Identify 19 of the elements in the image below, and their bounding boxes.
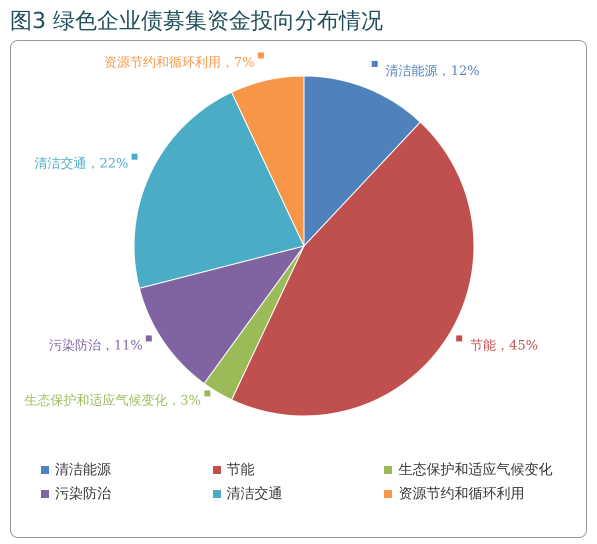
data-label: ，7%: [220, 55, 254, 70]
slice-label: 清洁交通: [34, 156, 87, 172]
data-label: ，45%: [496, 338, 538, 354]
data-label: ，12%: [438, 64, 480, 79]
category-label: 清洁能源: [55, 462, 111, 478]
slice-label: 污染防治: [48, 338, 101, 354]
legend-label: 节能: [470, 338, 496, 354]
data-label: ，22%: [86, 156, 128, 172]
legend-label: 清洁交通: [226, 485, 283, 503]
legend-label: 清洁能源: [386, 64, 438, 79]
slice-label: 资源节约和循环利用: [104, 55, 221, 70]
legend-label: 生态保护和适应气候变化: [398, 461, 552, 479]
category-label: 节能: [226, 462, 255, 478]
chart-title: 图3 绿色企业债募集资金投向分布情况: [9, 8, 384, 36]
data-label: ，11%: [100, 338, 143, 354]
slice-label: 生态保护和适应气候变化: [24, 392, 168, 408]
data-label: ，3%: [167, 393, 201, 408]
legend-label: 资源节约和循环利用: [398, 485, 524, 503]
legend-label: 污染防治: [55, 485, 111, 503]
